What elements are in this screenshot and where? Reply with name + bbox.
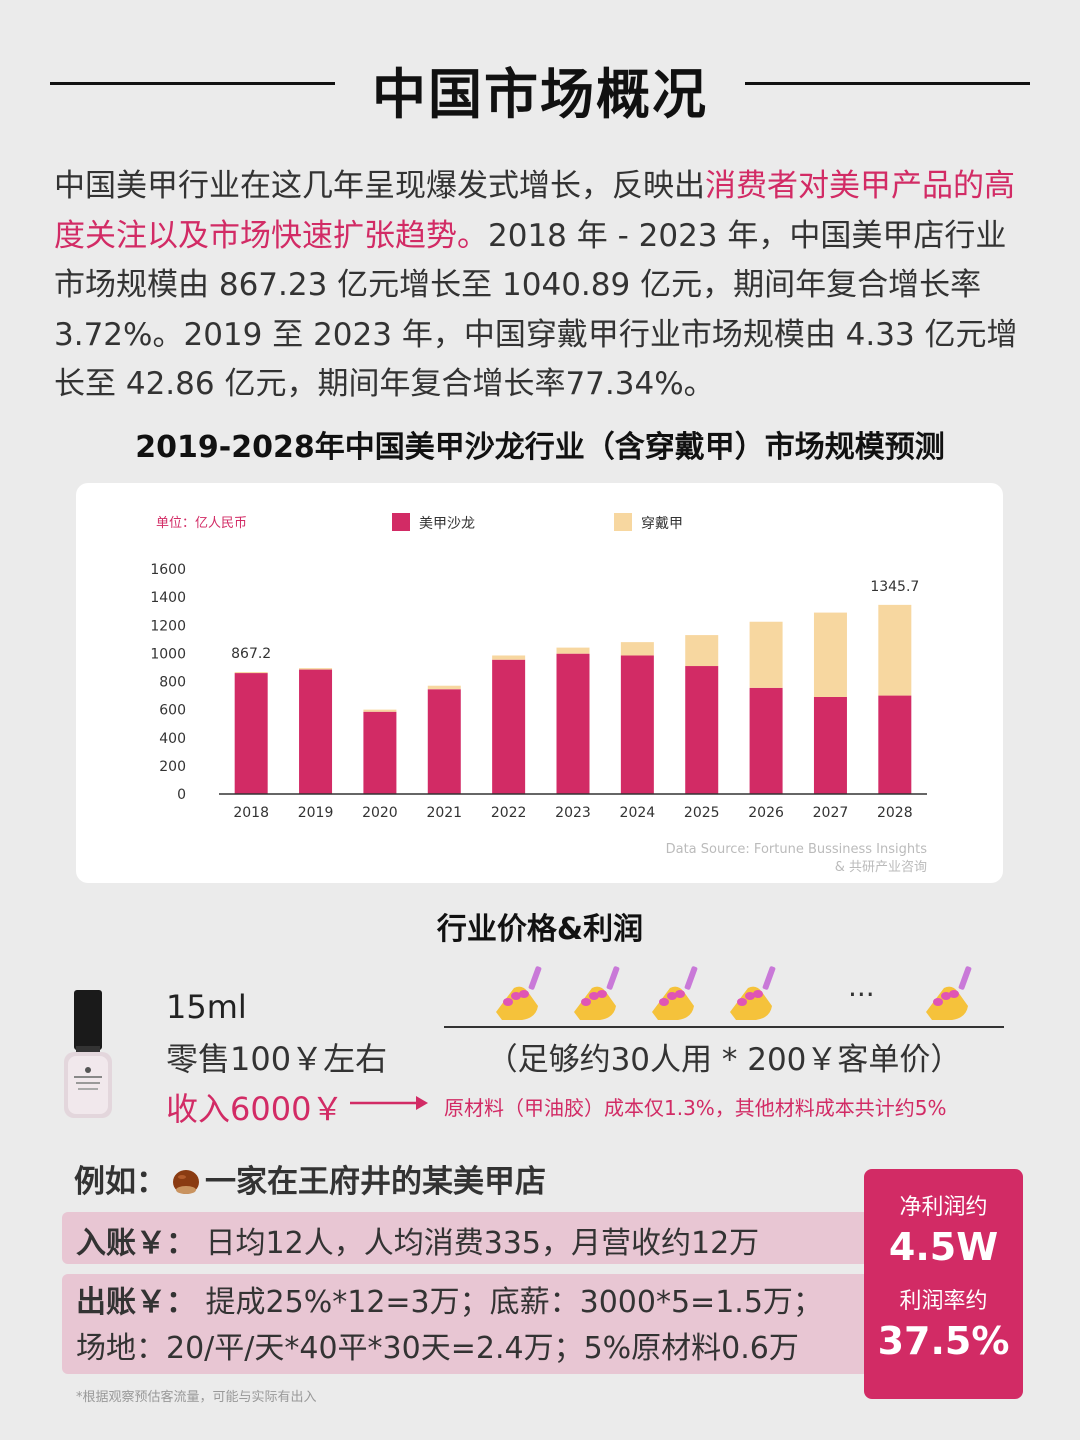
y-tick-label: 1000 [150,646,186,662]
x-tick-label: 2021 [426,805,462,821]
expense-detail-1: 提成25%*12=3万；底薪：3000*5=1.5万； [205,1285,823,1320]
income-label: 入账￥： [76,1226,196,1261]
y-tick-label: 0 [177,787,186,803]
profit-summary-box: 净利润约 4.5W 利润率约 37.5% [864,1169,1023,1399]
y-tick-label: 1600 [150,562,186,578]
legend-label-1: 穿戴甲 [641,516,683,532]
nail-polish-hand-icon [730,966,776,1020]
bar-press-on-2023 [556,647,590,654]
bar-press-on-2026 [749,621,783,688]
x-tick-label: 2024 [620,805,656,821]
section-title-price-profit: 行业价格&利润 [436,912,644,947]
title-rule-left [50,82,335,85]
net-profit-value: 4.5W [888,1225,999,1269]
bar-salon-2024 [620,655,654,794]
bar-press-on-2022 [492,655,526,660]
bar-chart: 单位：亿人民币 美甲沙龙 穿戴甲 0 200 400 600 800 1000 1200 1400 1… [150,513,928,875]
income-detail: 日均12人，人均消费335，月营收约12万 [205,1226,760,1261]
title-rule-right [745,82,1030,85]
expense-detail-2: 场地：20/平/天*40平*30天=2.4万；5%原材料0.6万 [76,1331,799,1366]
example-prefix: 例如： [74,1164,167,1200]
chart-card: 单位：亿人民币 美甲沙龙 穿戴甲 0 200 400 600 800 1000 1200 1400 1… [76,483,1003,883]
x-tick-label: 2022 [491,805,527,821]
y-tick-label: 1400 [150,590,186,606]
footnote: *根据观察预估客流量，可能与实际有出入 [76,1390,317,1405]
profit-rate-label: 利润率约 [899,1289,988,1314]
chestnut-icon [173,1170,199,1194]
x-tick-label: 2018 [233,805,269,821]
legend-swatch-0 [392,513,410,531]
bar-press-on-2020 [363,709,397,712]
cost-text: 原材料（甲油胶）成本仅1.3%，其他材料成本共计约5% [444,1096,947,1120]
nail-icons-row: ... [492,962,1002,1022]
intro-highlight: 消费者对美甲产品的高度关注以及市场快速扩张趋势。 [54,168,1015,254]
bar-press-on-2019 [299,668,333,670]
divider [444,1026,1004,1028]
expense-label: 出账￥： [76,1285,196,1320]
intro-text-2: 2018 年 - 2023 年，中国美甲店行业市场规模由 867.23 亿元增长… [54,217,1018,403]
x-tick-label: 2025 [684,805,720,821]
bar-salon-2023 [556,653,590,794]
usage-text: （足够约30人用 * 200￥客单价） [486,1042,962,1078]
bar-salon-2021 [427,689,461,794]
bar-salon-2018 [234,673,268,794]
retail-price: 零售100￥左右 [166,1040,388,1078]
nail-polish-hand-icon [926,966,972,1020]
net-profit-label: 净利润约 [899,1195,988,1220]
data-source-line-2: & 共研产业咨询 [835,860,927,875]
intro-paragraph: 中国美甲行业在这几年呈现爆发式增长，反映出消费者对美甲产品的高度关注以及市场快速… [54,162,1034,410]
nail-polish-hand-icon [574,966,620,1020]
example-text: 一家在王府井的某美甲店 [205,1164,546,1200]
chart-title: 2019-2028年中国美甲沙龙行业（含穿戴甲）市场规模预测 [135,430,945,465]
bar-salon-2019 [299,669,333,794]
bar-salon-2020 [363,711,397,794]
nail-polish-hand-icon [652,966,698,1020]
y-tick-label: 400 [159,731,186,747]
bar-salon-2028 [878,695,912,794]
bar-salon-2022 [492,659,526,794]
legend-label-0: 美甲沙龙 [419,516,475,532]
income-row: 入账￥： 日均12人，人均消费335，月营收约12万 [62,1212,872,1264]
bar-salon-2025 [685,666,719,794]
x-tick-label: 2019 [298,805,334,821]
x-tick-label: 2027 [813,805,849,821]
bar-press-on-2028 [878,604,912,696]
arrow-right-icon [350,1096,428,1110]
bar-press-on-2025 [685,635,719,667]
bar-press-on-2018 [234,672,268,674]
y-tick-label: 800 [159,675,186,691]
nail-polish-hand-icon [496,966,542,1020]
income-text: 收入6000￥ [166,1090,344,1128]
bottle-size: 15ml [166,988,247,1026]
y-tick-label: 200 [159,759,186,775]
bar-salon-2026 [749,687,783,794]
x-tick-label: 2028 [877,805,913,821]
nail-polish-bottle-icon [64,990,112,1118]
title-row: 中国市场概况 [50,50,1030,126]
y-tick-label: 600 [159,703,186,719]
legend-swatch-1 [614,513,632,531]
profit-rate-value: 37.5% [877,1319,1010,1363]
bar-press-on-2027 [813,612,847,697]
bar-press-on-2024 [620,642,654,656]
expense-row: 出账￥： 提成25%*12=3万；底薪：3000*5=1.5万； 场地：20/平/… [62,1274,872,1374]
chart-unit-label: 单位：亿人民币 [156,516,247,531]
example-heading: 例如： 一家在王府井的某美甲店 [74,1156,546,1201]
x-tick-label: 2020 [362,805,398,821]
y-tick-label: 1200 [150,618,186,634]
data-label: 1345.7 [870,579,919,595]
data-label: 867.2 [231,646,271,662]
bar-press-on-2021 [427,685,461,690]
data-source-line-1: Data Source: Fortune Bussiness Insights [666,842,928,857]
ellipsis: ... [848,970,875,1003]
intro-text-1: 中国美甲行业在这几年呈现爆发式增长，反映出 [54,168,705,204]
page-title: 中国市场概况 [372,63,708,126]
x-tick-label: 2026 [748,805,784,821]
x-tick-label: 2023 [555,805,591,821]
bar-salon-2027 [813,696,847,794]
